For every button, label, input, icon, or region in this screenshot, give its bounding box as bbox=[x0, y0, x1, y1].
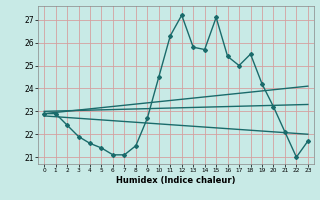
X-axis label: Humidex (Indice chaleur): Humidex (Indice chaleur) bbox=[116, 176, 236, 185]
